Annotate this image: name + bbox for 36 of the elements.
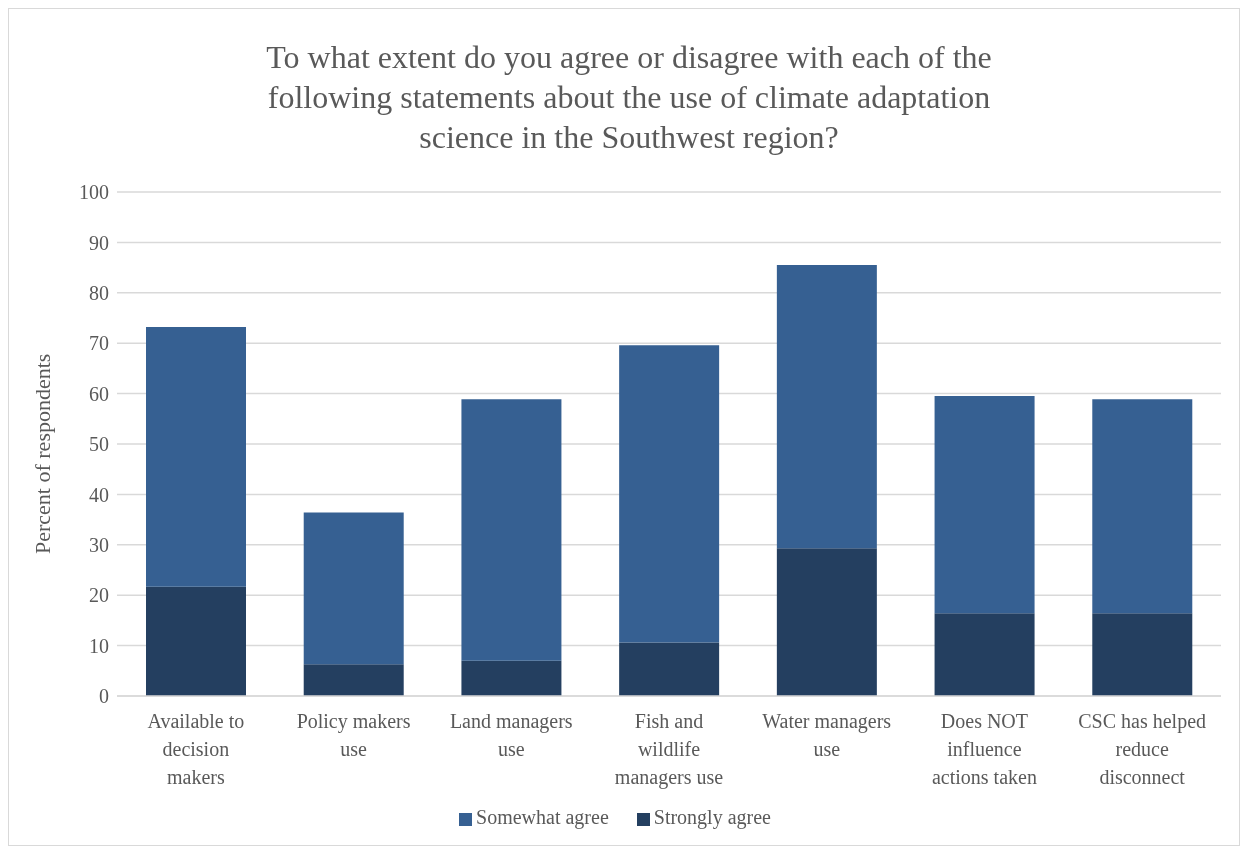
x-tick-label: Available to decision makers [147,710,245,788]
bar [776,548,877,696]
y-tick-label: 10 [89,634,109,657]
x-tick-label: Policy makers use [296,710,411,760]
y-tick-label: 80 [89,281,109,304]
x-tick-label: CSC has helped reduce disconnect [1078,710,1207,788]
legend-label: Strongly agree [653,806,771,828]
x-tick-label: Fish and wildlife managers use [614,710,724,789]
bar [461,660,562,696]
y-tick-label: 100 [79,181,109,204]
chart-title: To what extent do you agree or disagree with each of the following statements about the use of climate adaptation science in the Southwest region? [265,38,993,157]
bar [1092,613,1193,696]
bar [776,265,877,549]
x-tick-label: Water managers use [762,710,892,760]
y-tick-label: 40 [89,483,109,506]
bar [934,613,1035,696]
legend-label: Somewhat agree [476,806,609,828]
bar [146,586,246,696]
bar [619,345,720,643]
bar [303,664,404,696]
y-tick-label: 60 [89,382,109,405]
bar [303,512,404,665]
x-tick-label: Does NOT influence actions taken [931,710,1037,788]
bar [934,396,1035,614]
bar [461,399,562,661]
y-tick-label: 30 [89,533,109,556]
bar [146,327,246,587]
y-axis-title: Percent of respondents [29,353,55,554]
y-tick-label: 90 [89,231,109,254]
x-tick-label: Land managers use [449,710,573,760]
bar [1092,399,1193,614]
bar [619,642,720,696]
y-tick-label: 70 [89,332,109,355]
y-tick-label: 0 [99,685,109,708]
y-tick-label: 50 [89,433,109,456]
y-tick-label: 20 [89,584,109,607]
